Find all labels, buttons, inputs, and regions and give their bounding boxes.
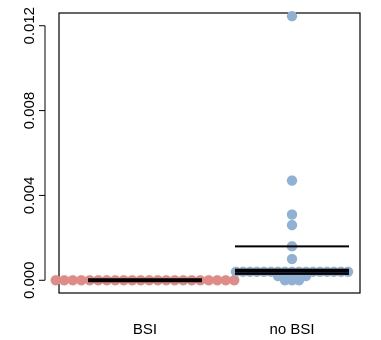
summary-lines <box>88 245 349 283</box>
data-point <box>212 275 223 286</box>
data-point <box>220 275 231 286</box>
data-point <box>76 275 87 286</box>
y-tick-label: 0.000 <box>21 261 38 299</box>
y-tick-label: 0.004 <box>21 177 38 215</box>
x-tick-label: no BSI <box>269 321 314 338</box>
data-points <box>50 10 354 286</box>
y-tick-label: 0.012 <box>21 7 38 45</box>
data-point <box>203 275 214 286</box>
data-point <box>293 275 305 286</box>
x-tick-label: BSI <box>133 321 157 338</box>
data-point <box>286 10 298 22</box>
data-point <box>67 275 78 286</box>
y-tick-label: 0.008 <box>21 92 38 130</box>
data-point <box>59 275 70 286</box>
x-axis: BSI no BSI <box>133 321 315 338</box>
data-point <box>286 175 298 186</box>
y-axis: 0.000 0.004 0.008 0.012 <box>21 7 46 299</box>
data-point <box>286 209 298 220</box>
plot-frame <box>58 12 361 294</box>
data-point <box>286 253 298 265</box>
data-point <box>286 219 298 231</box>
data-point <box>229 275 240 286</box>
data-point <box>50 275 61 286</box>
